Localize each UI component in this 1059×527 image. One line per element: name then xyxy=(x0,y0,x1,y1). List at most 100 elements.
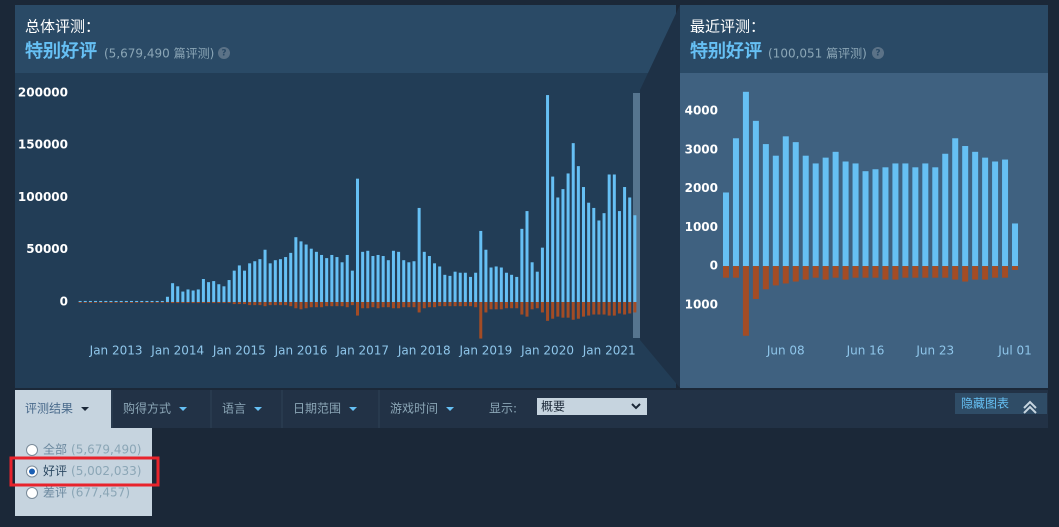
help-icon[interactable] xyxy=(872,47,884,59)
bar xyxy=(504,272,508,302)
bar xyxy=(381,256,385,302)
bar xyxy=(782,266,789,284)
x-tick-label: Jul 01 xyxy=(997,344,1032,358)
bar xyxy=(268,263,272,302)
filter-item[interactable]: 语言 xyxy=(222,402,246,416)
bar xyxy=(124,300,128,302)
bar xyxy=(872,169,879,267)
bar xyxy=(145,300,149,302)
display-select[interactable] xyxy=(537,398,647,415)
bar xyxy=(633,215,637,302)
bar xyxy=(361,301,365,309)
bar xyxy=(556,197,560,302)
bar xyxy=(1012,266,1019,270)
filter-item[interactable]: 游戏时间 xyxy=(390,402,438,416)
bar xyxy=(822,266,829,280)
dropdown-arrow xyxy=(349,407,358,411)
range-handle[interactable] xyxy=(633,93,640,338)
bar xyxy=(438,301,442,307)
bar xyxy=(191,290,195,302)
bar xyxy=(722,266,729,278)
bar xyxy=(469,301,472,307)
bar xyxy=(546,301,550,321)
recent-header-bg xyxy=(680,5,1048,73)
bar xyxy=(576,301,580,319)
bar xyxy=(335,301,339,307)
bar xyxy=(742,266,749,336)
bar xyxy=(982,157,989,267)
bar xyxy=(628,301,632,314)
bar xyxy=(772,266,779,286)
help-icon[interactable] xyxy=(218,47,230,59)
bar xyxy=(623,187,627,302)
bar xyxy=(932,266,939,278)
bar xyxy=(417,301,421,313)
radio-dot xyxy=(29,468,35,475)
bar xyxy=(412,301,416,308)
bar xyxy=(253,261,257,302)
y-tick-label: 150000 xyxy=(18,138,68,152)
radio[interactable] xyxy=(26,444,38,456)
bar xyxy=(1002,159,1009,267)
bar xyxy=(551,176,555,302)
bar xyxy=(335,257,339,302)
bar xyxy=(453,301,457,307)
bar xyxy=(782,136,789,267)
dropdown-arrow xyxy=(446,407,455,411)
bar xyxy=(294,237,298,302)
bar xyxy=(561,301,565,318)
recent-count: (100,051 篇评测) xyxy=(768,46,867,61)
hide-chart-button[interactable] xyxy=(955,393,1047,414)
chevron xyxy=(1023,405,1037,414)
bar xyxy=(448,301,452,307)
bar xyxy=(612,301,616,316)
bar xyxy=(862,266,869,278)
radio[interactable] xyxy=(26,487,38,499)
bar xyxy=(227,280,231,302)
bar xyxy=(94,300,98,302)
bar xyxy=(602,213,606,302)
bar xyxy=(587,301,591,316)
bar xyxy=(201,301,205,304)
bar xyxy=(402,301,406,308)
bar xyxy=(320,301,324,308)
bar xyxy=(535,271,539,302)
bar xyxy=(617,301,621,314)
bar xyxy=(802,155,809,267)
bar xyxy=(982,266,989,280)
bar xyxy=(114,300,118,302)
bar xyxy=(566,301,570,318)
bar xyxy=(494,266,498,302)
x-tick-label: Jan 2020 xyxy=(520,344,574,358)
bar xyxy=(617,211,621,302)
bar xyxy=(119,301,123,303)
bar xyxy=(227,301,231,304)
bar xyxy=(145,301,149,303)
filter-item[interactable]: 日期范围 xyxy=(293,402,341,416)
filter-item[interactable]: 评测结果 xyxy=(25,402,73,416)
bar xyxy=(962,146,969,267)
bar xyxy=(566,173,570,302)
bar xyxy=(489,267,493,302)
bar xyxy=(165,296,169,302)
bar xyxy=(350,301,354,306)
filter-item[interactable]: 购得方式 xyxy=(123,401,171,416)
bar xyxy=(732,266,739,278)
bar xyxy=(314,251,318,302)
overall-header-bg xyxy=(15,5,676,73)
bar xyxy=(181,301,185,304)
recent-label: 最近评测： xyxy=(690,18,765,36)
y-tick-label: 1000 xyxy=(685,297,718,311)
bar xyxy=(124,301,128,303)
bar xyxy=(140,300,144,302)
dropdown-arrow xyxy=(254,407,263,411)
bar xyxy=(155,300,159,302)
bar xyxy=(742,91,749,267)
bar xyxy=(494,301,498,310)
active-filter-tab[interactable] xyxy=(15,390,111,428)
bar xyxy=(212,301,216,304)
bar xyxy=(268,301,272,306)
bar xyxy=(546,95,550,302)
help-icon-text: ? xyxy=(221,49,226,59)
